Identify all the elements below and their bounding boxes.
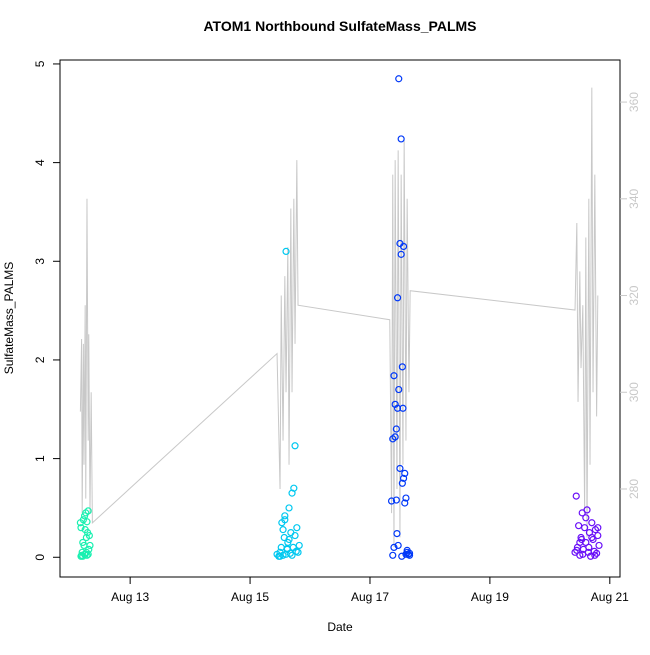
point: [588, 519, 596, 527]
point: [294, 548, 302, 556]
x-tick-label: Aug 17: [351, 590, 389, 604]
point: [291, 531, 299, 540]
y-tick-label: 1: [33, 455, 47, 462]
point: [593, 549, 601, 557]
y2-tick-label: 320: [627, 285, 641, 305]
point: [398, 479, 406, 487]
y-tick-label: 0: [33, 554, 47, 561]
point: [594, 524, 602, 532]
point: [401, 499, 409, 507]
y2-tick-label: 360: [627, 92, 641, 112]
point: [392, 496, 400, 504]
point: [402, 550, 410, 558]
point: [83, 518, 91, 526]
point: [84, 507, 92, 515]
y2-tick-label: 340: [627, 188, 641, 208]
point: [291, 442, 299, 450]
point: [293, 524, 301, 532]
y-tick-label: 2: [33, 356, 47, 363]
point: [405, 549, 414, 557]
point: [389, 551, 397, 559]
point: [288, 551, 296, 559]
point: [401, 469, 409, 478]
y2-tick-label: 300: [627, 382, 641, 402]
point: [397, 250, 405, 258]
point: [398, 363, 406, 371]
point: [279, 526, 287, 534]
y-tick-label: 3: [33, 258, 47, 265]
point: [399, 404, 407, 412]
y2-tick-label: 280: [627, 479, 641, 499]
point: [79, 516, 87, 524]
point: [283, 544, 291, 552]
point: [404, 550, 412, 558]
point: [387, 497, 396, 505]
point: [585, 543, 593, 552]
point: [295, 541, 303, 550]
point: [79, 538, 87, 547]
x-axis-label: Date: [327, 620, 353, 634]
point: [583, 506, 591, 514]
point: [578, 535, 586, 544]
x-tick-label: Aug 21: [591, 590, 629, 604]
point: [285, 504, 293, 512]
point: [581, 524, 589, 532]
point: [395, 385, 403, 394]
point: [392, 425, 400, 433]
point: [77, 552, 85, 560]
x-tick-label: Aug 13: [111, 590, 149, 604]
y-tick-label: 5: [33, 60, 47, 67]
point: [391, 433, 399, 441]
point: [393, 404, 402, 412]
line: [79, 87, 599, 548]
point: [393, 529, 401, 538]
point: [594, 531, 602, 540]
point: [85, 531, 93, 540]
plot-frame: [59, 59, 621, 578]
point: [394, 541, 402, 550]
point: [396, 464, 404, 473]
point: [77, 524, 85, 532]
point: [575, 522, 583, 530]
point: [398, 552, 406, 560]
point: [591, 551, 599, 559]
point: [397, 135, 405, 143]
point: [587, 552, 595, 560]
point: [276, 552, 284, 560]
point: [393, 294, 402, 302]
point: [287, 529, 295, 537]
point: [579, 550, 587, 558]
y-tick-label: 4: [33, 159, 47, 166]
point: [399, 474, 408, 482]
chart-title: ATOM1 Northbound SulfateMass_PALMS: [203, 18, 476, 34]
point: [285, 535, 293, 544]
point: [582, 514, 590, 522]
x-tick-label: Aug 19: [471, 590, 509, 604]
point: [588, 533, 596, 542]
point: [402, 494, 410, 502]
point: [81, 550, 89, 558]
point: [80, 512, 89, 520]
point: [281, 516, 289, 524]
point: [281, 512, 289, 520]
point: [399, 242, 408, 251]
point: [86, 541, 94, 550]
point: [572, 492, 580, 500]
point: [84, 550, 92, 558]
x-tick-label: Aug 15: [231, 590, 269, 604]
point: [595, 541, 603, 550]
point: [282, 247, 290, 256]
point: [279, 551, 287, 559]
point: [390, 372, 398, 380]
point: [573, 546, 581, 554]
point: [290, 484, 298, 492]
point: [395, 75, 403, 83]
point: [390, 543, 398, 552]
y-axis-label: SulfateMass_PALMS: [2, 262, 16, 375]
